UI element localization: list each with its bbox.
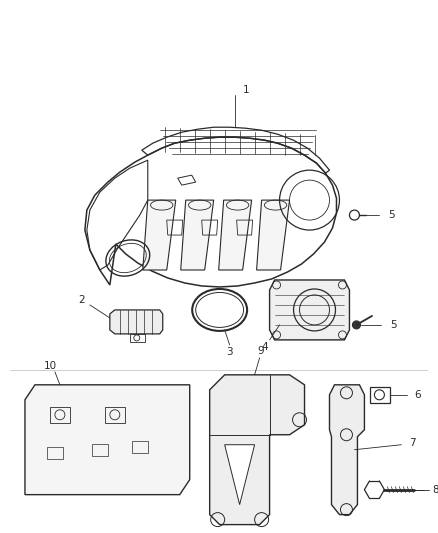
- Polygon shape: [225, 445, 254, 505]
- Text: 6: 6: [414, 390, 420, 400]
- Text: 5: 5: [388, 210, 395, 220]
- Polygon shape: [110, 310, 163, 334]
- Polygon shape: [181, 200, 214, 270]
- Text: 2: 2: [78, 295, 85, 305]
- Text: 4: 4: [261, 342, 268, 352]
- Text: 5: 5: [390, 320, 397, 330]
- Circle shape: [353, 321, 360, 329]
- Polygon shape: [219, 200, 251, 270]
- Text: 9: 9: [257, 346, 264, 356]
- Polygon shape: [210, 375, 304, 524]
- Polygon shape: [329, 385, 364, 515]
- Polygon shape: [269, 280, 350, 340]
- Polygon shape: [143, 200, 176, 270]
- Text: 8: 8: [432, 484, 438, 495]
- Text: 7: 7: [409, 438, 416, 448]
- Polygon shape: [257, 200, 290, 270]
- Text: 10: 10: [43, 361, 57, 371]
- Polygon shape: [25, 385, 190, 495]
- Text: 1: 1: [243, 85, 250, 95]
- Text: 3: 3: [226, 347, 233, 357]
